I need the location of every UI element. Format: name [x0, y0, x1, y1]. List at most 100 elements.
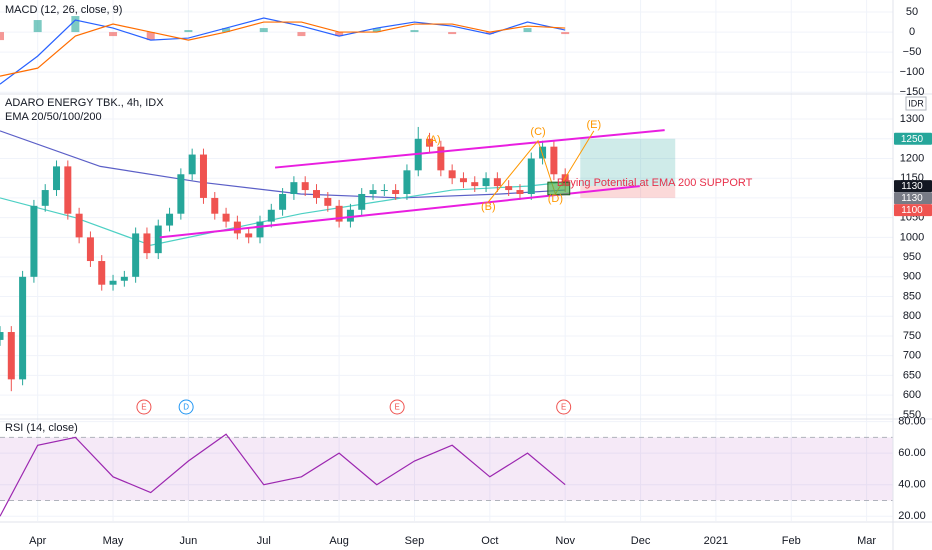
candle-body: [392, 190, 400, 194]
price-tag: [894, 204, 932, 217]
x-tick-label: 2021: [704, 535, 728, 547]
price-tag-label: 1130: [901, 193, 923, 204]
candle-body: [403, 170, 411, 194]
event-marker: [178, 399, 194, 415]
y-tick-label: −100: [900, 66, 925, 78]
event-label: E: [394, 403, 399, 412]
candle-body: [86, 237, 94, 262]
stop-zone: [580, 186, 676, 198]
y-tick-label: −150: [900, 86, 925, 98]
candle-body: [301, 182, 309, 191]
y-tick-label: 80.00: [898, 415, 926, 427]
candle-body: [41, 190, 49, 206]
candle-body: [177, 174, 185, 214]
price-title: ADARO ENERGY TBK., 4h, IDX: [5, 97, 164, 109]
event-marker: [136, 399, 152, 415]
target-zone: [580, 138, 676, 187]
y-tick-label: 1200: [900, 152, 924, 164]
histogram-bar: [259, 28, 268, 33]
y-tick-label: 850: [903, 290, 921, 302]
candle-body: [143, 233, 151, 254]
candle-body: [199, 154, 207, 198]
y-tick-label: 1300: [900, 113, 924, 125]
candle-body: [211, 197, 219, 214]
y-tick-label: 1000: [900, 231, 924, 243]
y-tick-label: 0: [909, 26, 915, 38]
event-label: E: [561, 403, 566, 412]
candle-body: [53, 166, 61, 191]
candle-body: [505, 186, 513, 191]
y-tick-label: 800: [903, 310, 921, 322]
candle-body: [380, 190, 388, 192]
histogram-bar: [184, 30, 193, 33]
candle-body: [188, 154, 196, 175]
candle-body: [459, 178, 467, 183]
candle-body: [30, 205, 38, 277]
annotation: Buying Potential at EMA 200 SUPPORT: [557, 177, 753, 189]
candle-body: [471, 182, 479, 187]
histogram-bar: [146, 32, 155, 41]
histogram-bar: [71, 16, 80, 33]
grid: [0, 0, 893, 521]
y-tick-label: 550: [903, 409, 921, 421]
y-tick-label: 700: [903, 350, 921, 362]
rsi-title: RSI (14, close): [5, 422, 78, 434]
candle-body: [539, 146, 547, 159]
candle-body: [482, 178, 490, 187]
candle-body: [324, 197, 332, 206]
candle-body: [7, 332, 15, 380]
rsi-band: [0, 437, 893, 501]
channel-line: [274, 129, 665, 169]
candle-body: [437, 146, 445, 171]
ema-line: [0, 130, 566, 199]
y-tick-label: 50: [906, 6, 918, 18]
candle-body: [64, 166, 72, 214]
price-subtitle: EMA 20/50/100/200: [5, 111, 102, 123]
price-tag: [894, 180, 932, 193]
y-tick-label: 650: [903, 369, 921, 381]
candle-body: [267, 209, 275, 222]
candle-body: [358, 193, 366, 210]
rsi-line: [0, 433, 566, 517]
y-tick-label: 40.00: [898, 479, 926, 491]
annotation: (D): [548, 193, 563, 205]
y-tick-label: 20.00: [898, 510, 926, 522]
candle-body: [550, 146, 558, 175]
annotation: (C): [530, 126, 545, 138]
event-label: E: [141, 403, 146, 412]
histogram-bar: [109, 32, 118, 37]
x-tick-label: Jun: [180, 535, 198, 547]
histogram-bar: [335, 32, 344, 37]
candle-body: [313, 190, 321, 198]
candle-body: [245, 233, 253, 238]
x-tick-label: Oct: [481, 535, 498, 547]
candle-body: [527, 158, 535, 194]
y-tick-label: 900: [903, 271, 921, 283]
x-tick-label: Feb: [782, 535, 801, 547]
histogram-bar: [0, 32, 4, 41]
price-tag: [894, 132, 932, 145]
annotation: (E): [586, 119, 601, 131]
y-tick-label: 950: [903, 251, 921, 263]
candle-body: [0, 332, 4, 340]
candle-body: [75, 213, 83, 238]
price-tag-label: 1100: [901, 205, 923, 216]
event-marker: [556, 399, 572, 415]
x-tick-label: Dec: [631, 535, 651, 547]
macd-line: [0, 17, 566, 85]
y-tick-label: 60.00: [898, 447, 926, 459]
candle-body: [335, 205, 343, 222]
x-tick-label: Aug: [329, 535, 349, 547]
candle-body: [516, 190, 524, 194]
candle-body: [233, 221, 241, 234]
event-label: D: [183, 403, 189, 412]
histogram-bar: [485, 32, 494, 35]
candle-body: [222, 213, 230, 222]
candle-body: [19, 276, 27, 380]
y-tick-label: −50: [903, 46, 922, 58]
candle-body: [109, 280, 117, 285]
y-tick-label: 750: [903, 330, 921, 342]
histogram-bar: [33, 20, 42, 33]
histogram-bar: [410, 30, 419, 33]
x-tick-label: Apr: [29, 535, 46, 547]
